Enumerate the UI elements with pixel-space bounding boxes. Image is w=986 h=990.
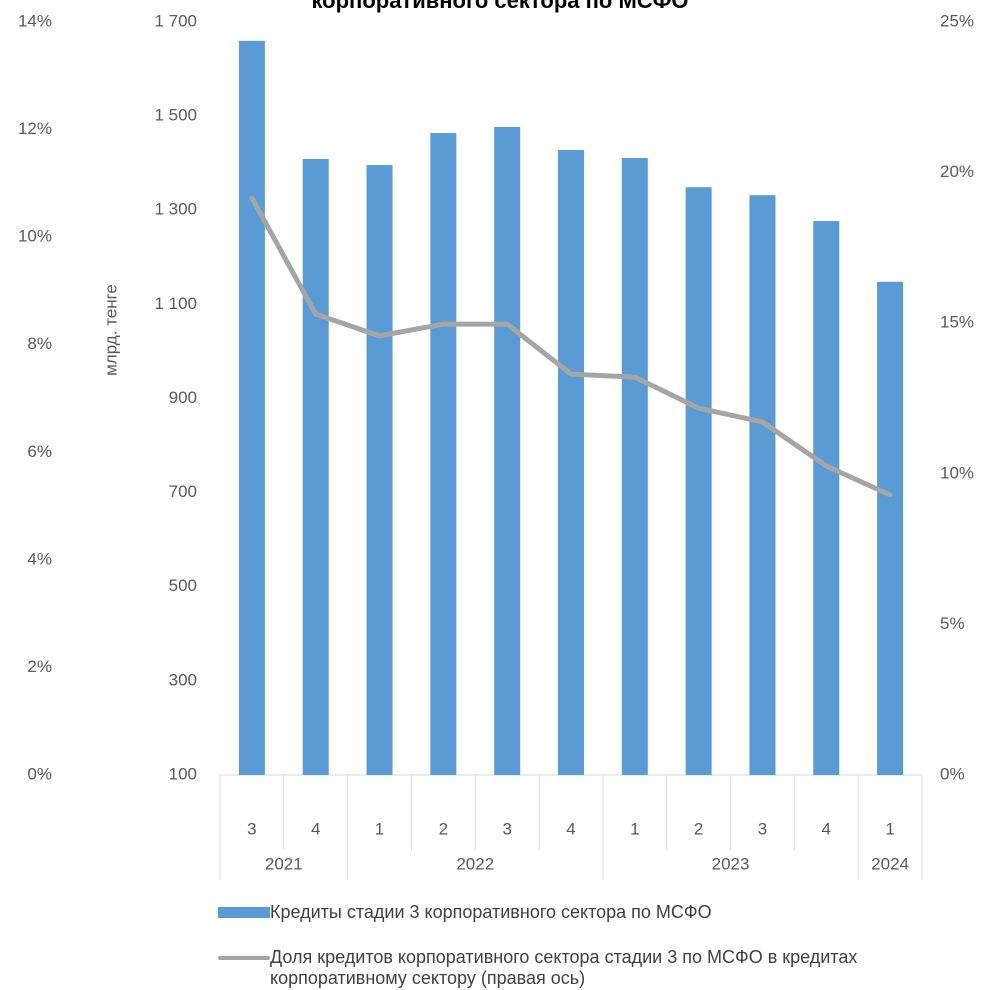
- tick-label: 500: [169, 576, 197, 595]
- legend-label: Доля кредитов корпоративного сектора ста…: [270, 947, 858, 988]
- tick-label: 5%: [940, 614, 965, 633]
- tick-label: 4%: [27, 549, 52, 568]
- y-axis-label: млрд. тенге: [101, 284, 120, 376]
- x-tick-label: 2: [439, 819, 448, 838]
- tick-label: 1 100: [154, 294, 197, 313]
- bar: [877, 281, 904, 775]
- tick-label: 2%: [27, 657, 52, 676]
- x-tick-label: 4: [822, 819, 831, 838]
- tick-label: 12%: [18, 119, 52, 138]
- bar: [302, 158, 329, 775]
- tick-label: 14%: [18, 11, 52, 30]
- x-tick-label: 3: [247, 819, 256, 838]
- chart-title: корпоративного сектора по МСФО: [311, 0, 688, 13]
- bar: [685, 187, 712, 775]
- tick-label: 700: [169, 482, 197, 501]
- bar: [366, 165, 393, 775]
- legend-item: Кредиты стадии 3 корпоративного сектора …: [218, 902, 910, 923]
- line: [249, 195, 893, 498]
- x-group-label: 2021: [265, 854, 303, 873]
- tick-label: 6%: [27, 442, 52, 461]
- tick-label: 1 700: [154, 11, 197, 30]
- legend-label: Кредиты стадии 3 корпоративного сектора …: [270, 902, 712, 922]
- tick-label: 10%: [18, 227, 52, 246]
- x-tick-label: 1: [375, 819, 384, 838]
- bar: [494, 126, 521, 776]
- bar: [813, 221, 840, 776]
- x-tick-label: 3: [502, 819, 511, 838]
- bar: [621, 158, 648, 775]
- legend-swatch: [218, 956, 270, 960]
- bar: [430, 133, 457, 775]
- tick-label: 10%: [940, 463, 974, 482]
- x-tick-label: 1: [630, 819, 639, 838]
- bar: [558, 150, 584, 775]
- x-group-label: 2022: [456, 854, 494, 873]
- tick-label: 15%: [940, 313, 974, 332]
- tick-label: 25%: [940, 11, 974, 30]
- tick-label: 0%: [27, 764, 52, 783]
- tick-label: 300: [169, 670, 197, 689]
- x-group-label: 2023: [712, 854, 750, 873]
- x-tick-label: 3: [758, 819, 767, 838]
- x-tick-label: 4: [566, 819, 575, 838]
- tick-label: 0%: [940, 764, 965, 783]
- bar: [749, 195, 776, 775]
- x-tick-label: 2: [694, 819, 703, 838]
- legend-swatch: [218, 907, 270, 918]
- tick-label: 20%: [940, 162, 974, 181]
- x-tick-label: 4: [311, 819, 320, 838]
- tick-label: 8%: [27, 334, 52, 353]
- tick-label: 900: [169, 388, 197, 407]
- tick-label: 100: [169, 764, 197, 783]
- x-group-label: 2024: [871, 854, 909, 873]
- legend-item: Доля кредитов корпоративного сектора ста…: [218, 947, 910, 989]
- tick-label: 1 300: [154, 200, 197, 219]
- tick-label: 1 500: [154, 106, 197, 125]
- x-tick-label: 1: [885, 819, 894, 838]
- bar: [238, 40, 265, 775]
